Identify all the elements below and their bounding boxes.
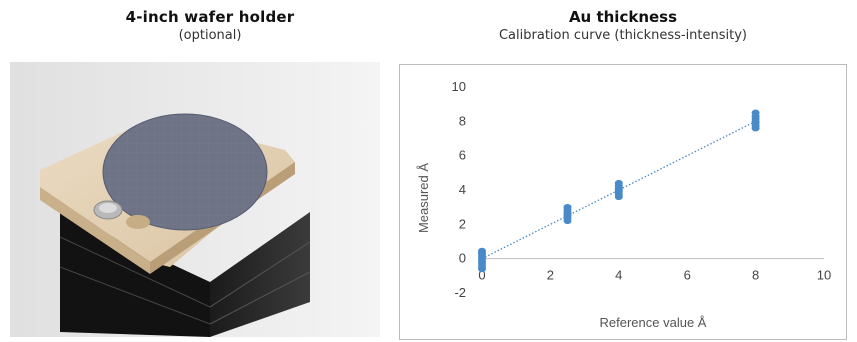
x-tick-label: 10 <box>817 268 831 283</box>
chart-title: Au thickness <box>568 8 678 26</box>
calibration-chart: -2 0 2 4 6 8 10 0 2 4 6 8 10 Reference value Å Measure… <box>416 79 831 330</box>
x-axis-label: Reference value Å <box>600 315 707 330</box>
chart-area: -2 0 2 4 6 8 10 0 2 4 6 8 10 Reference value Å Measure… <box>399 64 847 340</box>
x-tick-label: 8 <box>752 268 759 283</box>
y-axis-label: Measured Å <box>416 163 431 233</box>
wafer-holder-photo <box>10 62 380 337</box>
y-tick-label: 2 <box>459 216 466 231</box>
x-tick-label: 4 <box>615 268 622 283</box>
x-tick-label: 2 <box>547 268 554 283</box>
chart-subtitle: Calibration curve (thickness-intensity) <box>498 28 748 43</box>
data-point <box>478 247 486 255</box>
y-tick-label: 8 <box>459 113 466 128</box>
left-subtitle: (optional) <box>178 28 242 43</box>
y-tick-label: -2 <box>454 285 466 300</box>
left-title: 4-inch wafer holder <box>125 8 295 26</box>
y-tick-label: 0 <box>459 251 466 266</box>
x-tick-label: 0 <box>478 268 485 283</box>
y-tick-label: 10 <box>452 79 466 94</box>
data-point <box>563 203 572 211</box>
y-tick-label: 6 <box>459 148 466 163</box>
x-tick-label: 6 <box>684 268 691 283</box>
data-point <box>751 109 760 116</box>
data-point <box>614 179 623 187</box>
y-tick-label: 4 <box>459 182 466 197</box>
